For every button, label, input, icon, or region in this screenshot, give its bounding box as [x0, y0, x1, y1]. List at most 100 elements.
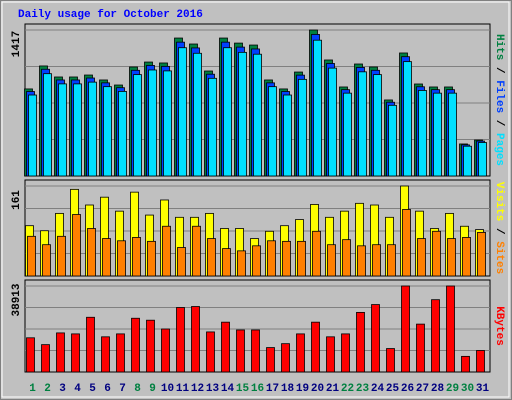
legend-separator: / [493, 113, 505, 133]
bar [28, 94, 37, 177]
bar [311, 321, 320, 373]
x-tick-label: 5 [89, 383, 96, 395]
bar [283, 94, 292, 177]
bar [356, 311, 365, 373]
x-tick-label: 14 [221, 383, 235, 395]
legend-separator: / [493, 60, 505, 80]
legend-separator: / [493, 221, 505, 241]
bar [431, 299, 440, 373]
bar [401, 285, 410, 373]
bar [372, 244, 381, 277]
bar [358, 71, 367, 177]
bar [236, 329, 245, 373]
x-tick-label: 3 [59, 383, 66, 395]
bar [206, 331, 215, 373]
bar [251, 329, 260, 373]
bar [416, 323, 425, 373]
x-tick-label: 12 [191, 383, 204, 395]
legend-entry: KBytes [493, 306, 505, 346]
x-tick-label: 17 [266, 383, 279, 395]
bar [148, 69, 157, 177]
x-tick-label: 6 [104, 383, 111, 395]
bar [282, 240, 291, 277]
bar [118, 91, 127, 177]
bar [133, 74, 142, 177]
x-tick-label: 1 [29, 383, 36, 395]
bar [162, 225, 171, 277]
bar [281, 343, 290, 373]
legend-entry: Pages [493, 133, 505, 166]
bar [27, 235, 36, 277]
bar [446, 285, 455, 373]
bar [296, 333, 305, 373]
legend-entry: Sites [493, 241, 505, 274]
bar [193, 52, 202, 177]
legend: KBytes [493, 306, 505, 346]
bar [253, 53, 262, 177]
x-tick-label: 2 [44, 383, 51, 395]
bar [42, 244, 51, 277]
legend-entry: Visits [493, 182, 505, 222]
bar [447, 238, 456, 277]
y-tick-label: 161 [11, 190, 23, 210]
bar [222, 248, 231, 277]
bar [357, 245, 366, 277]
bar [132, 237, 141, 277]
x-tick-label: 31 [476, 383, 490, 395]
bar [71, 333, 80, 373]
bar [207, 238, 216, 277]
x-tick-label: 7 [119, 383, 126, 395]
bar [237, 250, 246, 277]
bar [161, 328, 170, 373]
bar [341, 333, 350, 373]
bar [163, 70, 172, 177]
x-tick-label: 11 [176, 383, 190, 395]
y-tick-label: 38913 [11, 283, 23, 316]
x-tick-label: 10 [161, 383, 174, 395]
bar [191, 306, 200, 373]
x-tick-label: 4 [74, 383, 81, 395]
x-tick-label: 27 [416, 383, 429, 395]
bar [402, 209, 411, 277]
bar [403, 61, 412, 177]
x-tick-label: 28 [431, 383, 445, 395]
bar [178, 47, 187, 177]
bar [432, 230, 441, 277]
bar [41, 344, 50, 373]
x-tick-label: 15 [236, 383, 250, 395]
bar [448, 92, 457, 177]
bar [72, 214, 81, 277]
bar [56, 332, 65, 373]
bar [373, 74, 382, 177]
x-tick-label: 29 [446, 383, 459, 395]
bar [223, 47, 232, 177]
bar [87, 228, 96, 277]
bar [342, 239, 351, 277]
bar [327, 244, 336, 277]
legend-entry: Files [493, 80, 505, 113]
x-tick-label: 8 [134, 383, 141, 395]
bar [297, 240, 306, 277]
x-tick-label: 24 [371, 383, 385, 395]
bar [461, 355, 470, 373]
bar [192, 225, 201, 277]
bar [326, 336, 335, 373]
bar [478, 142, 487, 177]
bar [26, 337, 35, 373]
bar [131, 317, 140, 373]
bar [57, 235, 66, 277]
bar [117, 240, 126, 277]
x-tick-label: 16 [251, 383, 264, 395]
bar [298, 78, 307, 177]
x-tick-label: 21 [326, 383, 340, 395]
x-tick-label: 23 [356, 383, 370, 395]
bar [388, 104, 397, 177]
x-tick-label: 30 [461, 383, 474, 395]
x-tick-label: 26 [401, 383, 414, 395]
bar [313, 39, 322, 177]
bar [477, 231, 486, 277]
chart-title: Daily usage for October 2016 [18, 9, 203, 21]
bar [221, 321, 230, 373]
bar [147, 240, 156, 277]
